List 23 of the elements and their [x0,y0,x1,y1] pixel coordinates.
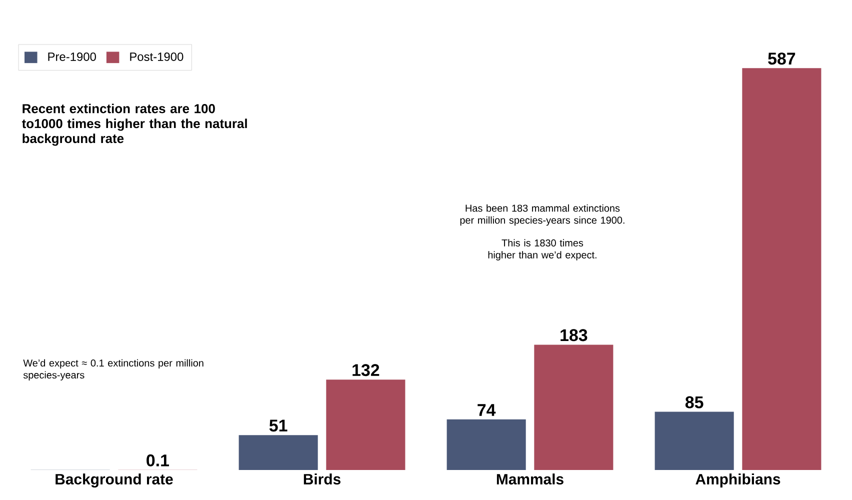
data-label: 51 [269,420,288,432]
bar [654,412,734,470]
x-tick-label: Birds [304,474,340,484]
legend-label: Pre-1900 [48,52,96,61]
x-tick-label: Amphibians [696,474,780,488]
bar [238,435,318,470]
bar [534,344,614,470]
annotation: This is 1830 times higher than we’d expect. [488,239,596,260]
data-label: 74 [478,404,496,416]
data-label: 183 [560,329,588,342]
bar [326,380,406,470]
data-label: 587 [768,52,796,65]
annotation: Recent extinction rates are 100 to1000 times higher than the natural background rate [22,104,247,146]
bar [742,68,822,470]
legend-label: Post-1900 [130,52,184,61]
annotation: We’d expect ≈ 0.1 extinctions per million species-years [23,359,204,380]
x-tick-label: Background rate [56,474,173,488]
data-label: 85 [685,396,704,408]
bar [446,419,526,470]
x-tick-label: Mammals [496,474,564,484]
data-label: 132 [352,364,380,376]
annotation: Has been 183 mammal extinctions per million species-years since 1900. [460,204,624,226]
data-label: 0.1 [146,454,169,466]
